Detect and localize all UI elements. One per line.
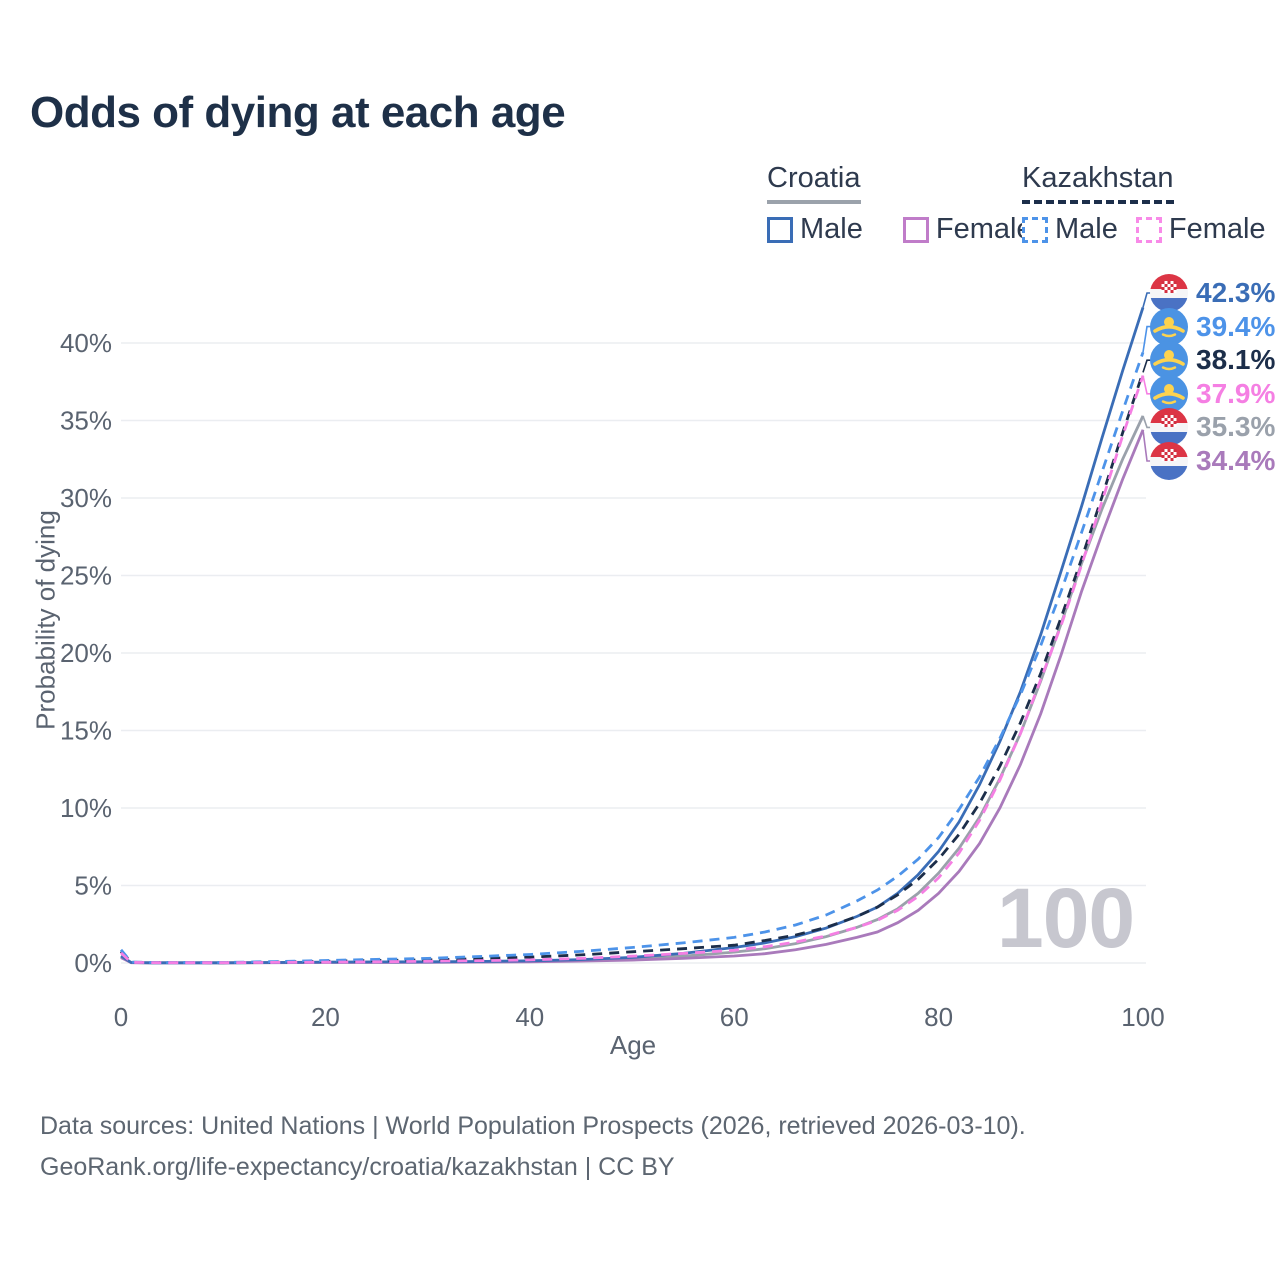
end-label-kazakhstan-male: 39.4% [1150,307,1276,346]
x-tick-label: 40 [515,1002,544,1032]
legend-item-kazakhstan-male[interactable]: Male [1022,213,1118,246]
callout-connector-kazakhstan-total [1142,359,1151,373]
end-label-value: 35.3% [1196,411,1276,443]
kazakhstan-male-swatch-icon [1022,216,1048,243]
y-tick-label: 40% [60,328,112,358]
legend-item-label: Female [1168,213,1266,245]
y-axis-title: Probability of dying [30,510,61,730]
legend-header-croatia: Croatia [767,162,861,204]
callout-connector-croatia-female [1142,429,1151,462]
legend-item-label: Male [1055,213,1118,245]
croatia-flag-icon [1150,408,1188,447]
croatia-flag-icon [1150,442,1188,480]
legend-item-croatia-female[interactable]: Female [902,213,1033,246]
end-label-croatia-female: 34.4% [1150,442,1275,480]
line-kazakhstan-male [119,351,1145,964]
x-tick-label: 60 [720,1002,749,1032]
legend-item-label: Female [935,213,1033,245]
end-label-kazakhstan-total: 38.1% [1150,341,1276,380]
callout-connector-croatia-male [1142,292,1151,308]
end-label-value: 37.9% [1196,377,1276,409]
y-tick-label: 5% [74,871,112,901]
x-tick-label: 20 [311,1002,340,1032]
croatia-female-swatch-icon [902,216,929,243]
callout-connector-croatia-total [1142,415,1151,429]
legend-group-croatia: Croatia Male Female [767,162,1033,246]
legend-group-kazakhstan: Kazakhstan Male Female [1022,162,1266,246]
kazakhstan-flag-icon [1150,374,1188,413]
end-label-croatia-total: 35.3% [1150,408,1276,447]
callout-connector-kazakhstan-male [1142,325,1151,353]
y-tick-label: 10% [60,793,112,823]
legend-header-kazakhstan: Kazakhstan [1022,162,1174,204]
y-tick-label: 30% [60,483,112,513]
legend-item-croatia-male[interactable]: Male [767,213,863,246]
y-tick-label: 0% [74,948,112,978]
legend-item-kazakhstan-female[interactable]: Female [1135,213,1266,246]
footer-data-sources: Data sources: United Nations | World Pop… [40,1112,1026,1140]
kazakhstan-female-swatch-icon [1135,216,1162,243]
page-title: Odds of dying at each age [30,88,566,137]
croatia-male-swatch-icon [767,216,793,243]
croatia-flag-icon [1150,274,1188,312]
end-label-croatia-male: 42.3% [1150,274,1275,312]
line-kazakhstan-female [120,375,1145,965]
y-tick-label: 35% [60,406,112,436]
age-watermark: 100 [997,871,1135,965]
y-tick-label: 25% [60,561,112,591]
x-tick-label: 0 [114,1002,128,1032]
line-croatia-male [120,306,1145,965]
x-tick-label: 80 [924,1002,953,1032]
line-croatia-female [120,429,1145,965]
x-axis-title: Age [609,1030,657,1060]
end-label-value: 39.4% [1196,310,1276,342]
callout-connector-kazakhstan-female [1142,375,1151,395]
kazakhstan-flag-icon [1150,341,1188,380]
end-label-kazakhstan-female: 37.9% [1150,374,1276,413]
footer-attribution: GeoRank.org/life-expectancy/croatia/kaza… [40,1152,675,1181]
legend-item-label: Male [800,213,863,245]
kazakhstan-flag-icon [1150,307,1188,346]
y-tick-label: 20% [60,638,112,668]
y-tick-label: 15% [60,716,112,746]
footer: Data sources: United Nations | World Pop… [40,1106,1026,1187]
end-label-value: 42.3% [1196,277,1276,308]
end-label-value: 38.1% [1196,344,1276,376]
x-tick-label: 100 [1121,1002,1164,1032]
end-label-value: 34.4% [1196,445,1276,476]
line-kazakhstan-total [119,371,1145,965]
